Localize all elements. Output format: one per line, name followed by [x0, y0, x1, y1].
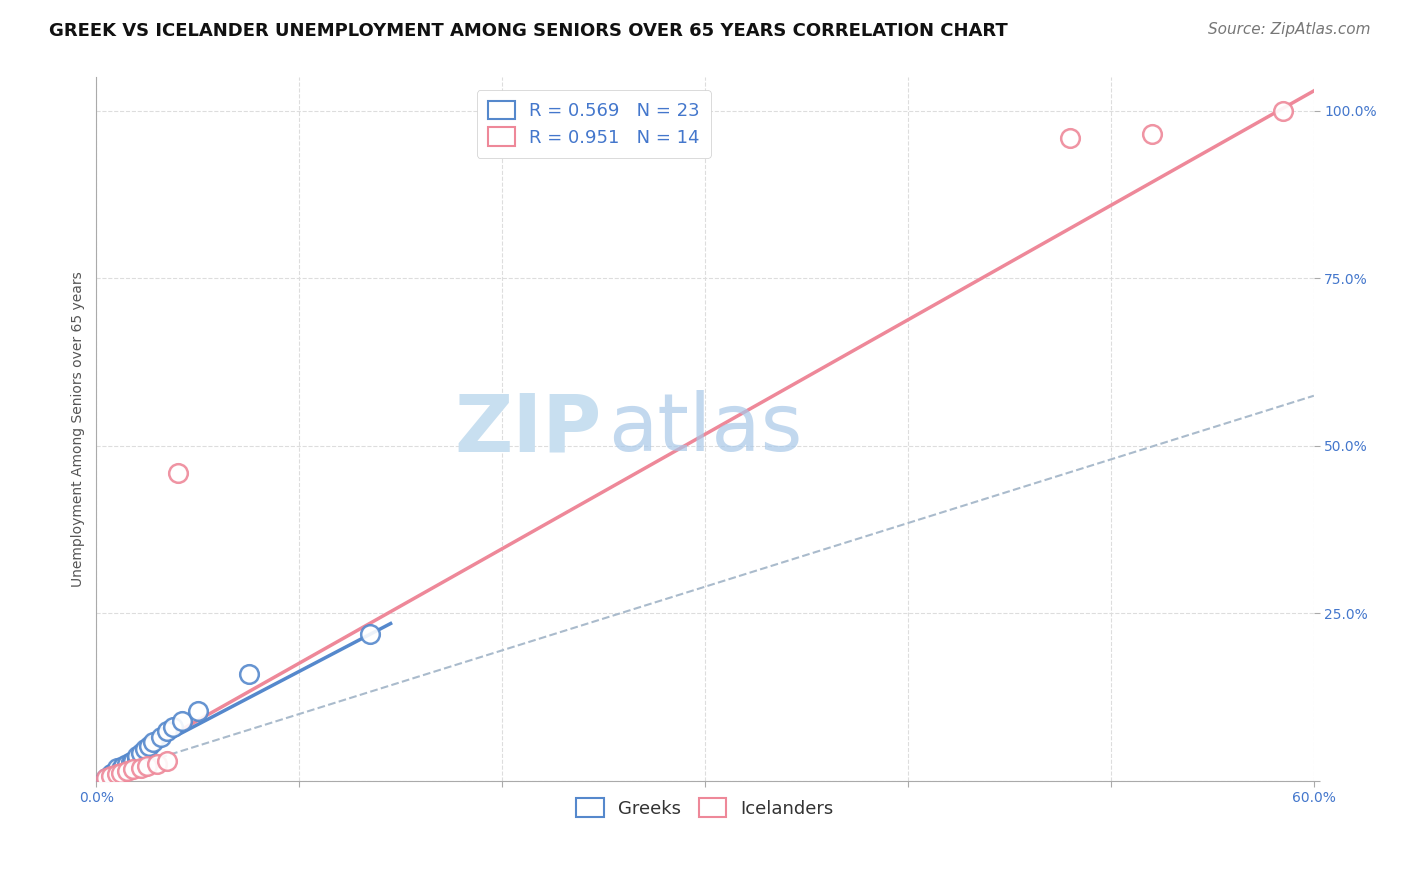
Point — [136, 759, 159, 773]
Text: ZIP: ZIP — [454, 390, 602, 468]
Point — [110, 762, 132, 776]
Point — [105, 767, 128, 781]
Point — [1140, 128, 1163, 142]
Point — [146, 757, 169, 772]
Point — [105, 761, 128, 775]
Point — [125, 748, 148, 763]
Point — [105, 764, 128, 778]
Point — [101, 766, 124, 780]
Point — [1059, 130, 1081, 145]
Point — [156, 754, 179, 768]
Point — [187, 704, 209, 718]
Point — [129, 761, 152, 775]
Point — [100, 767, 122, 781]
Point — [122, 762, 145, 776]
Point — [111, 759, 134, 773]
Point — [138, 739, 160, 753]
Text: atlas: atlas — [607, 390, 801, 468]
Point — [170, 714, 193, 728]
Point — [120, 756, 142, 770]
Legend: Greeks, Icelanders: Greeks, Icelanders — [569, 791, 841, 825]
Text: GREEK VS ICELANDER UNEMPLOYMENT AMONG SENIORS OVER 65 YEARS CORRELATION CHART: GREEK VS ICELANDER UNEMPLOYMENT AMONG SE… — [49, 22, 1008, 40]
Point — [1272, 103, 1295, 118]
Point — [142, 735, 165, 749]
Y-axis label: Unemployment Among Seniors over 65 years: Unemployment Among Seniors over 65 years — [72, 271, 86, 587]
Point — [359, 626, 381, 640]
Point — [110, 766, 132, 780]
Point — [100, 769, 122, 783]
Point — [96, 771, 118, 785]
Point — [122, 754, 145, 768]
Point — [115, 757, 138, 772]
Point — [166, 466, 188, 480]
Point — [96, 771, 118, 785]
Point — [129, 746, 152, 760]
Point — [115, 764, 138, 778]
Point — [238, 666, 260, 681]
Point — [125, 753, 148, 767]
Point — [134, 741, 156, 756]
Point — [150, 731, 173, 745]
Point — [156, 723, 179, 738]
Text: Source: ZipAtlas.com: Source: ZipAtlas.com — [1208, 22, 1371, 37]
Point — [162, 720, 184, 734]
